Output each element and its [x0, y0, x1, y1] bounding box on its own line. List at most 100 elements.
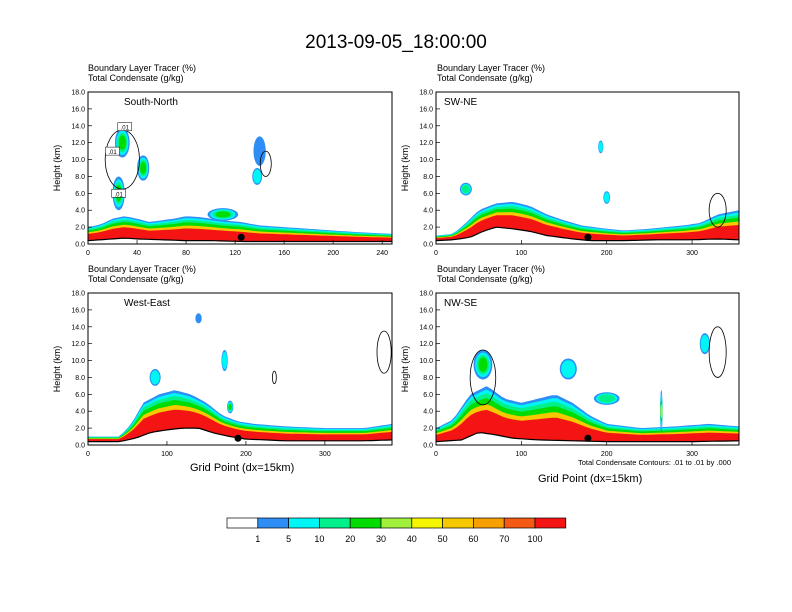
station-marker: [584, 233, 592, 241]
tracer-plume: [660, 404, 663, 418]
tracer-plume: [150, 370, 160, 385]
y-tick-label: 6.0: [75, 392, 85, 399]
x-tick-label: 100: [516, 451, 528, 458]
panel1-title-line1: Boundary Layer Tracer (%): [88, 63, 197, 73]
y-tick-label: 0.0: [75, 443, 85, 450]
condensate-contour: [259, 150, 272, 177]
colorbar-label: 5: [286, 534, 291, 544]
colorbar-label: 20: [345, 534, 355, 544]
y-tick-label: 2.0: [75, 426, 85, 433]
colorbar: 1 5 10 20 30 40 50 60 70 100: [226, 517, 567, 544]
y-tick-label: 8.0: [75, 174, 85, 181]
panel-3: West-East 0.0 2.0 4.0 6.0 8.0 10.0 12.0 14.0 16.0…: [52, 291, 393, 458]
section-name: West-East: [124, 298, 170, 309]
colorbar-label: 40: [407, 534, 417, 544]
contour-note: Total Condensate Contours: .01 to .01 by…: [578, 458, 732, 467]
colorbar-label: 10: [314, 534, 324, 544]
x-tick-label: 100: [516, 250, 528, 257]
y-tick-label: 6.0: [423, 191, 433, 198]
contour-label-box: [117, 122, 133, 131]
tracer-plume: [253, 136, 266, 166]
plot-frame: [435, 91, 740, 245]
y-tick-label: 4.0: [75, 208, 85, 215]
y-tick-label: 6.0: [423, 392, 433, 399]
section-name: SW-NE: [444, 97, 477, 108]
panel3-title-line2: Total Condensate (g/kg): [88, 274, 184, 284]
y-tick-label: 16.0: [71, 106, 85, 113]
y-tick-label: 12.0: [71, 341, 85, 348]
plot-frame: [87, 292, 393, 446]
colorbar-label: 30: [376, 534, 386, 544]
x-tick-label: 200: [601, 451, 613, 458]
x-tick-label: 120: [229, 250, 241, 257]
contour-label-box: [111, 189, 126, 198]
colorbar-label: 70: [499, 534, 509, 544]
y-tick-label: 4.0: [75, 409, 85, 416]
section-name: NW-SE: [444, 298, 477, 309]
panel-4: NW-SE 0.0 2.0 4.0 6.0 8.0 10.0 12.0 14.0 16.0 18.0…: [400, 291, 740, 458]
panel2-title-line2: Total Condensate (g/kg): [437, 73, 533, 83]
y-tick-label: 10.0: [419, 358, 433, 365]
contour-label: .01: [121, 126, 130, 132]
tracer-plume: [603, 192, 610, 203]
contour-label: .01: [108, 150, 117, 156]
tracer-plume: [561, 360, 576, 378]
x-tick-label: 300: [686, 250, 698, 257]
x-tick-label: 200: [601, 250, 613, 257]
y-tick-label: 2.0: [423, 426, 433, 433]
tracer-layer: [436, 409, 739, 445]
colorbar-swatch: [319, 517, 351, 529]
y-tick-label: 14.0: [419, 324, 433, 331]
x-tick-label: 160: [278, 250, 290, 257]
plot-area: [436, 326, 739, 445]
x-tick-label: 0: [434, 451, 438, 458]
plot-area: .01 .01 .01: [88, 122, 392, 244]
y-tick-label: 16.0: [419, 106, 433, 113]
y-tick-label: 12.0: [419, 341, 433, 348]
y-axis-label: Height (km): [52, 145, 62, 192]
condensate-contour: [708, 326, 727, 378]
y-tick-label: 14.0: [71, 123, 85, 130]
y-tick-label: 4.0: [423, 409, 433, 416]
terrain-mask: [88, 428, 392, 445]
panel3-title-line1: Boundary Layer Tracer (%): [88, 264, 197, 274]
contour-label-box: [105, 146, 120, 156]
panel4-title-line2: Total Condensate (g/kg): [437, 274, 533, 284]
tracer-plume: [461, 184, 470, 194]
tracer-plume: [221, 351, 228, 370]
colorbar-swatch: [534, 517, 567, 529]
condensate-contour: [469, 349, 497, 406]
plot-area: [436, 140, 739, 244]
y-tick-label: 2.0: [75, 225, 85, 232]
y-tick-label: 2.0: [423, 225, 433, 232]
y-tick-label: 0.0: [423, 242, 433, 249]
y-axis-label: Height (km): [52, 346, 62, 393]
x-axis-label-left: Grid Point (dx=15km): [190, 462, 295, 474]
station-marker: [234, 434, 242, 442]
y-tick-label: 4.0: [423, 208, 433, 215]
y-tick-label: 8.0: [423, 375, 433, 382]
colorbar-swatch: [442, 517, 474, 529]
tracer-plume: [253, 169, 262, 184]
terrain-line: [88, 237, 392, 243]
y-tick-label: 8.0: [423, 174, 433, 181]
x-tick-label: 200: [327, 250, 339, 257]
condensate-contour: [376, 330, 392, 374]
y-tick-label: 0.0: [423, 443, 433, 450]
tracer-plume: [598, 141, 603, 153]
tracer-plume: [118, 135, 126, 150]
y-axis-label: Height (km): [400, 145, 410, 192]
tracer-plume: [195, 313, 202, 324]
condensate-contour: [271, 370, 277, 385]
x-axis-label-right: Grid Point (dx=15km): [538, 473, 643, 485]
y-tick-label: 18.0: [419, 291, 433, 298]
tracer-plume: [478, 357, 488, 373]
x-tick-label: 300: [319, 451, 331, 458]
y-tick-label: 16.0: [419, 307, 433, 314]
y-tick-label: 0.0: [75, 242, 85, 249]
y-tick-label: 10.0: [71, 157, 85, 164]
y-tick-label: 16.0: [71, 307, 85, 314]
colorbar-label: 60: [468, 534, 478, 544]
